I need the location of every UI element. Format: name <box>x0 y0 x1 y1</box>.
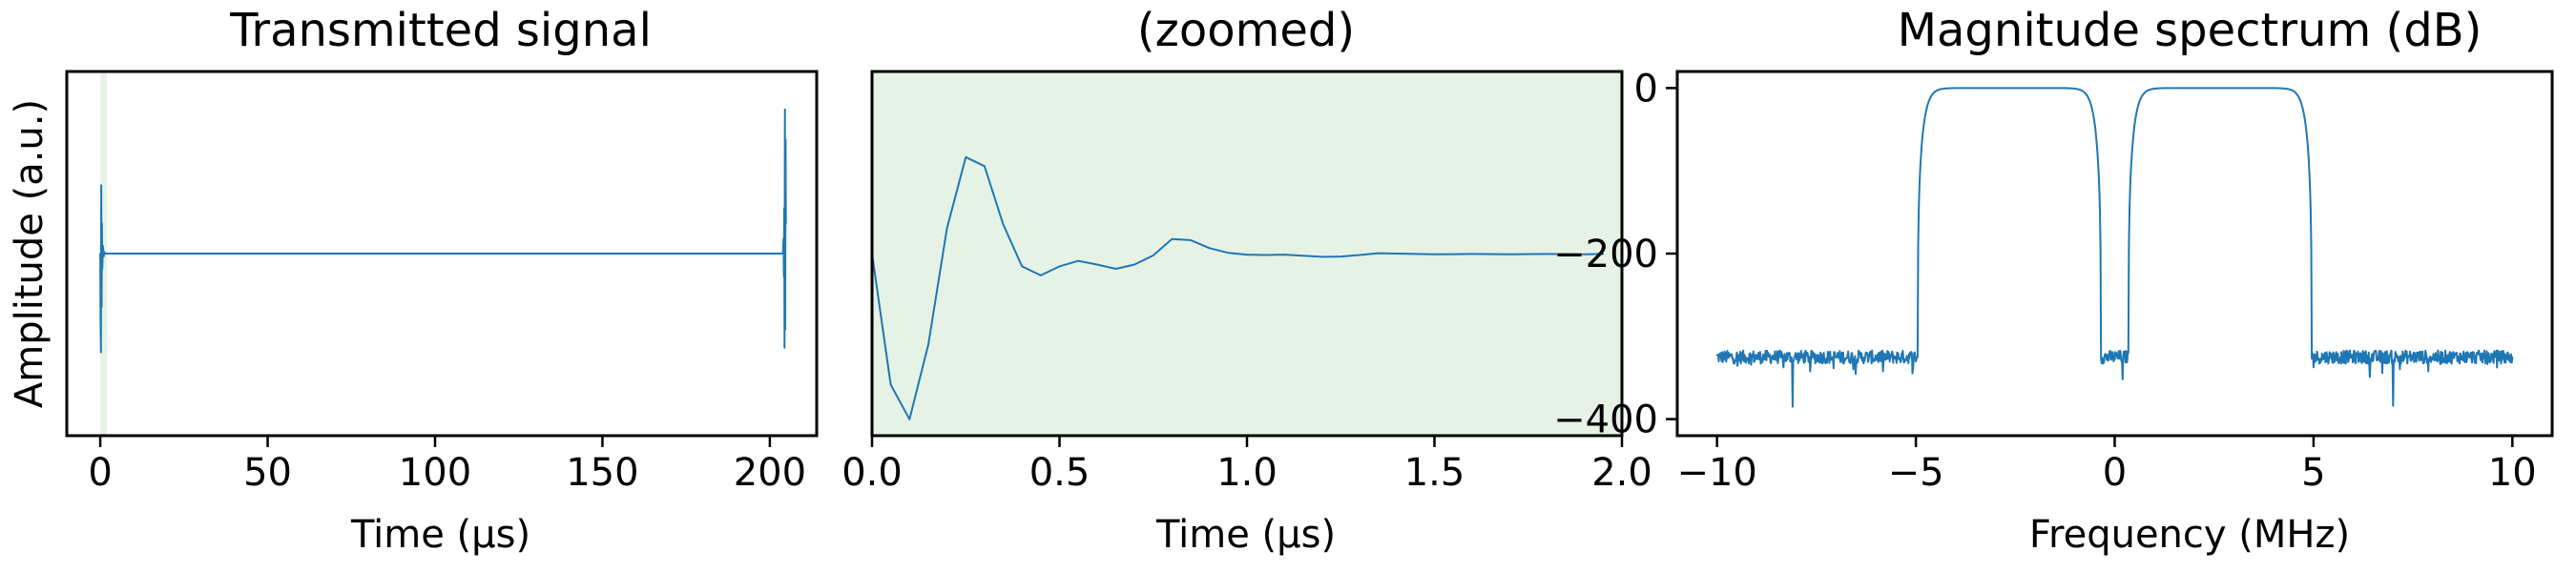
x-tick-label: 10 <box>2488 451 2537 495</box>
series-layer <box>99 108 787 354</box>
x-tick-label: 100 <box>399 451 471 495</box>
x-tick-label: 0 <box>2103 451 2127 495</box>
x-axis-ticks: 0 50 100 150 200 <box>88 436 806 495</box>
x-tick-label: 150 <box>566 451 638 495</box>
signal-line-zoomed <box>871 155 1605 420</box>
x-axis-label: Time (µs) <box>350 513 530 557</box>
series-layer <box>871 155 1605 420</box>
x-tick-label: 2.0 <box>1591 451 1652 495</box>
x-tick-label: 1.0 <box>1216 451 1278 495</box>
x-tick-label: 0.0 <box>841 451 903 495</box>
y-axis-label: Amplitude (a.u.) <box>8 99 52 408</box>
y-axis-ticks: 0 −200 −400 <box>1553 67 1677 442</box>
series-layer <box>1715 87 2514 408</box>
x-axis-label: Time (µs) <box>1155 513 1336 557</box>
x-tick-label: 1.5 <box>1404 451 1465 495</box>
x-tick-label: −10 <box>1676 451 1756 495</box>
panel-magnitude-spectrum: Magnitude spectrum (dB) −10 −5 0 5 10 0 −200 −… <box>1553 4 2554 557</box>
panel-transmitted-signal: Transmitted signal 0 50 100 150 200 Time (µs… <box>8 4 819 557</box>
spectrum-line <box>1715 87 2514 408</box>
signal-line <box>99 108 787 354</box>
y-tick-label: −400 <box>1553 398 1658 442</box>
x-axis-label: Frequency (MHz) <box>2029 513 2350 557</box>
x-tick-label: 0.5 <box>1029 451 1091 495</box>
chart-title: Transmitted signal <box>229 4 652 57</box>
x-axis-ticks: 0.0 0.5 1.0 1.5 2.0 <box>841 436 1652 495</box>
x-tick-label: 0 <box>88 451 112 495</box>
y-tick-label: −200 <box>1553 233 1658 276</box>
plot-frame <box>65 70 819 438</box>
x-tick-label: 200 <box>734 451 806 495</box>
plot-frame <box>1675 70 2554 438</box>
x-tick-label: −5 <box>1888 451 1944 495</box>
x-axis-ticks: −10 −5 0 5 10 <box>1676 436 2537 495</box>
y-tick-label: 0 <box>1634 67 1658 111</box>
x-tick-label: 50 <box>243 451 292 495</box>
x-tick-label: 5 <box>2301 451 2325 495</box>
chart-title: Magnitude spectrum (dB) <box>1898 4 2483 57</box>
chart-title: (zoomed) <box>1137 4 1355 57</box>
panel-zoomed: (zoomed) 0.0 0.5 1.0 1.5 2.0 Time (µs) <box>841 4 1652 557</box>
